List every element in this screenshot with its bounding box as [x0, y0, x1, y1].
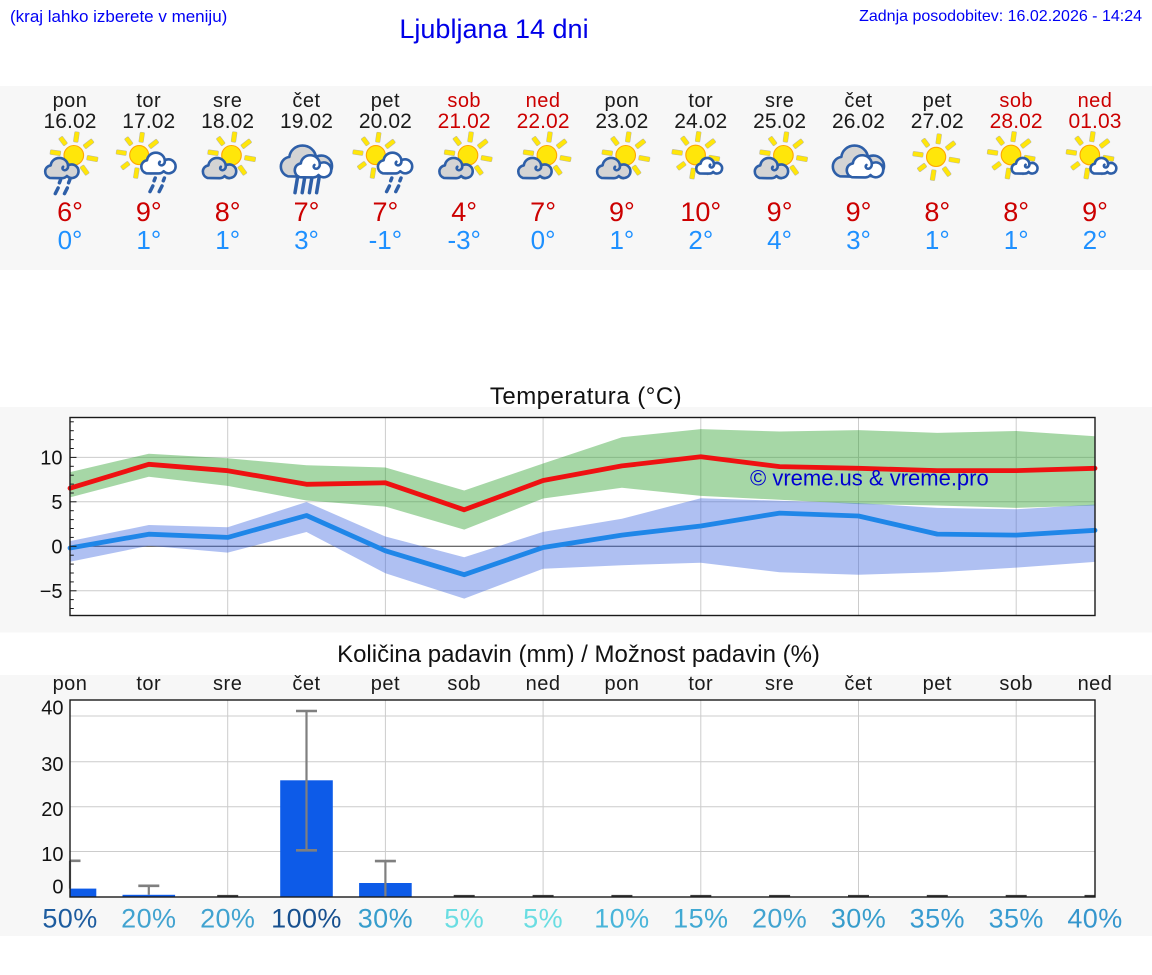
svg-text:ned: ned — [1078, 673, 1113, 695]
svg-text:0°: 0° — [58, 225, 83, 255]
svg-text:4°: 4° — [767, 225, 792, 255]
svg-text:10: 10 — [41, 844, 63, 866]
svg-text:20%: 20% — [121, 903, 176, 933]
svg-text:9°: 9° — [1082, 197, 1108, 227]
svg-text:pon: pon — [53, 673, 88, 695]
svg-text:4°: 4° — [451, 197, 477, 227]
svg-text:50%: 50% — [42, 903, 97, 933]
svg-text:čet: čet — [844, 90, 872, 112]
svg-text:27.02: 27.02 — [911, 110, 964, 133]
svg-text:25.02: 25.02 — [753, 110, 806, 133]
svg-text:pet: pet — [923, 90, 952, 112]
svg-text:2°: 2° — [688, 225, 713, 255]
svg-text:sob: sob — [447, 90, 481, 112]
svg-text:28.02: 28.02 — [990, 110, 1043, 133]
svg-text:8°: 8° — [1003, 197, 1029, 227]
svg-text:24.02: 24.02 — [674, 110, 727, 133]
svg-text:sre: sre — [213, 90, 242, 112]
svg-text:6°: 6° — [57, 197, 83, 227]
svg-text:100%: 100% — [271, 903, 342, 933]
svg-text:10%: 10% — [594, 903, 649, 933]
svg-text:2°: 2° — [1083, 225, 1108, 255]
svg-text:0: 0 — [52, 877, 63, 899]
svg-text:9°: 9° — [609, 197, 635, 227]
svg-text:pon: pon — [604, 90, 639, 112]
svg-text:26.02: 26.02 — [832, 110, 885, 133]
svg-text:16.02: 16.02 — [43, 110, 96, 133]
svg-text:Količina padavin (mm) / Možnos: Količina padavin (mm) / Možnost padavin … — [337, 641, 820, 668]
svg-text:21.02: 21.02 — [438, 110, 491, 133]
svg-text:sre: sre — [765, 673, 794, 695]
svg-text:22.02: 22.02 — [517, 110, 570, 133]
svg-text:20.02: 20.02 — [359, 110, 412, 133]
svg-text:01.03: 01.03 — [1068, 110, 1121, 133]
svg-text:18.02: 18.02 — [201, 110, 254, 133]
svg-text:8°: 8° — [215, 197, 241, 227]
svg-text:(kraj lahko izberete v meniju): (kraj lahko izberete v meniju) — [10, 7, 227, 26]
svg-text:ned: ned — [526, 90, 561, 112]
svg-text:pet: pet — [923, 673, 952, 695]
svg-text:30%: 30% — [358, 903, 413, 933]
svg-text:7°: 7° — [294, 197, 320, 227]
svg-text:0°: 0° — [531, 225, 556, 255]
svg-text:sob: sob — [447, 673, 481, 695]
svg-text:sre: sre — [765, 90, 794, 112]
svg-text:tor: tor — [136, 90, 161, 112]
svg-text:5%: 5% — [523, 903, 563, 933]
svg-text:tor: tor — [688, 673, 713, 695]
svg-text:7°: 7° — [530, 197, 556, 227]
svg-text:čet: čet — [292, 673, 320, 695]
svg-text:čet: čet — [292, 90, 320, 112]
svg-text:5%: 5% — [444, 903, 484, 933]
svg-text:1°: 1° — [1004, 225, 1029, 255]
svg-text:8°: 8° — [924, 197, 950, 227]
svg-text:20%: 20% — [200, 903, 255, 933]
svg-text:19.02: 19.02 — [280, 110, 333, 133]
svg-text:1°: 1° — [925, 225, 950, 255]
svg-text:-1°: -1° — [369, 225, 403, 255]
svg-text:5: 5 — [51, 492, 62, 514]
svg-text:pet: pet — [371, 90, 400, 112]
svg-text:1°: 1° — [215, 225, 240, 255]
svg-text:20%: 20% — [752, 903, 807, 933]
svg-text:Ljubljana 14 dni: Ljubljana 14 dni — [399, 14, 588, 44]
svg-text:9°: 9° — [846, 197, 872, 227]
svg-text:sre: sre — [213, 673, 242, 695]
svg-text:pon: pon — [53, 90, 88, 112]
svg-text:čet: čet — [844, 673, 872, 695]
svg-text:30%: 30% — [831, 903, 886, 933]
svg-text:ned: ned — [526, 673, 561, 695]
svg-text:17.02: 17.02 — [122, 110, 175, 133]
svg-text:ned: ned — [1078, 90, 1113, 112]
svg-text:sob: sob — [999, 673, 1033, 695]
svg-text:35%: 35% — [910, 903, 965, 933]
svg-text:tor: tor — [688, 90, 713, 112]
svg-text:−5: −5 — [40, 581, 63, 603]
svg-text:0: 0 — [51, 537, 62, 559]
svg-text:Temperatura (°C): Temperatura (°C) — [490, 383, 682, 410]
svg-text:7°: 7° — [372, 197, 398, 227]
svg-text:9°: 9° — [767, 197, 793, 227]
svg-text:pet: pet — [371, 673, 400, 695]
svg-text:30: 30 — [41, 754, 63, 776]
svg-text:10°: 10° — [680, 197, 721, 227]
svg-text:sob: sob — [999, 90, 1033, 112]
svg-text:10: 10 — [40, 448, 62, 470]
svg-text:-3°: -3° — [447, 225, 481, 255]
svg-text:pon: pon — [604, 673, 639, 695]
svg-text:35%: 35% — [989, 903, 1044, 933]
svg-text:15%: 15% — [673, 903, 728, 933]
svg-text:40: 40 — [41, 697, 63, 719]
svg-text:tor: tor — [136, 673, 161, 695]
svg-text:1°: 1° — [136, 225, 161, 255]
svg-text:© vreme.us & vreme.pro: © vreme.us & vreme.pro — [750, 466, 989, 491]
svg-text:Zadnja posodobitev: 16.02.2026: Zadnja posodobitev: 16.02.2026 - 14:24 — [859, 8, 1142, 25]
svg-text:3°: 3° — [846, 225, 871, 255]
svg-text:23.02: 23.02 — [595, 110, 648, 133]
svg-text:9°: 9° — [136, 197, 162, 227]
svg-text:20: 20 — [41, 799, 63, 821]
svg-text:3°: 3° — [294, 225, 319, 255]
svg-text:40%: 40% — [1067, 903, 1122, 933]
svg-text:1°: 1° — [609, 225, 634, 255]
